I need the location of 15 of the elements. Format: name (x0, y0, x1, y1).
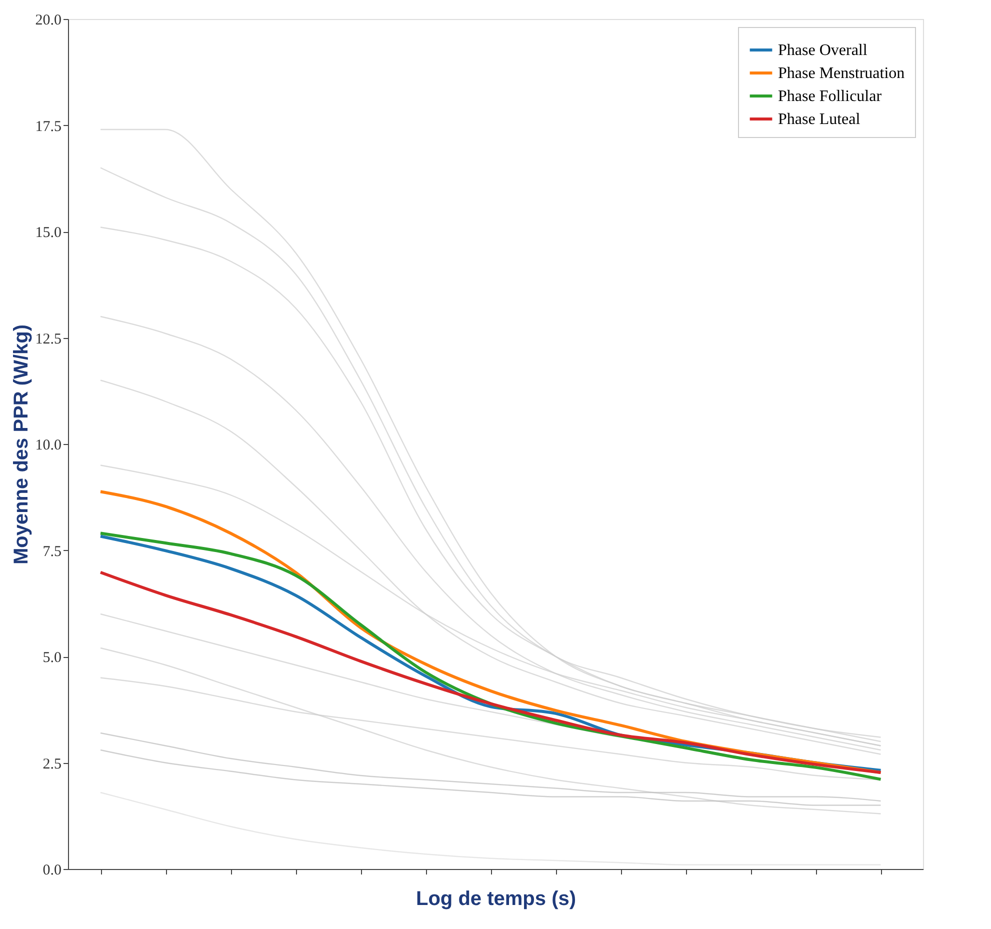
y-tick-label: 10.0 (35, 438, 62, 454)
y-tick-label: 2.5 (42, 756, 62, 772)
legend-label: Phase Menstruation (778, 65, 905, 82)
y-axis-title: Moyenne des PPR (W/kg) (10, 324, 32, 565)
y-tick-label: 20.0 (35, 12, 62, 28)
y-tick-label: 0.0 (42, 862, 62, 878)
legend-label: Phase Follicular (778, 88, 882, 105)
y-tick-label: 17.5 (35, 118, 62, 135)
y-tick-label: 15.0 (35, 225, 62, 241)
y-tick-label: 12.5 (35, 331, 62, 348)
legend-label: Phase Overall (778, 42, 868, 59)
y-tick-label: 7.5 (42, 544, 62, 560)
y-tick-label: 5.0 (42, 650, 62, 666)
x-axis-title: Log de temps (s) (416, 888, 576, 910)
legend-label: Phase Luteal (778, 111, 861, 128)
